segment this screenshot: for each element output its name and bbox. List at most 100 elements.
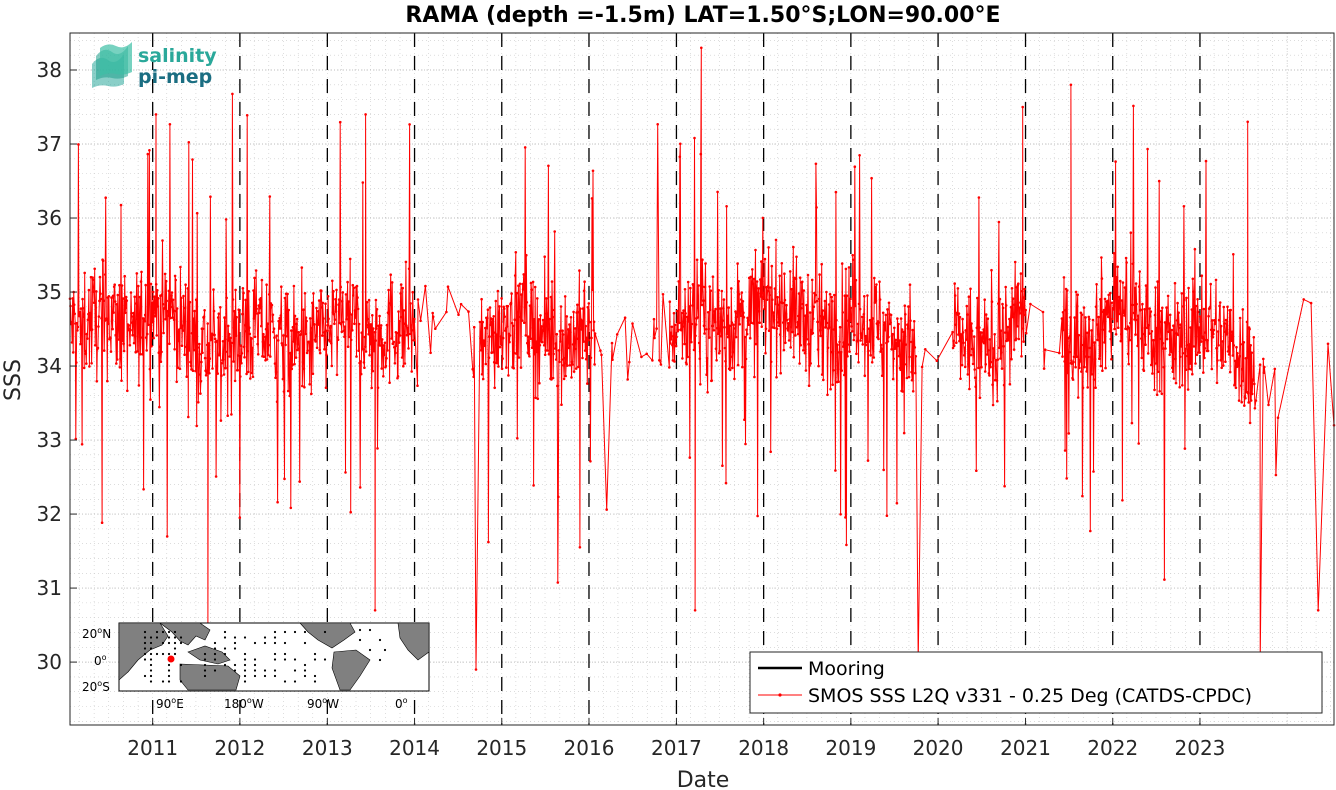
smos-sss-point xyxy=(133,335,137,338)
smos-sss-point xyxy=(1130,317,1133,320)
smos-sss-point xyxy=(1302,298,1305,301)
smos-sss-point xyxy=(123,311,127,315)
smos-sss-point xyxy=(178,367,182,371)
smos-sss-point xyxy=(1118,312,1122,316)
buoy-dot xyxy=(263,641,267,645)
smos-sss-point xyxy=(783,298,787,302)
smos-sss-point xyxy=(1223,322,1226,325)
smos-sss-point xyxy=(1188,343,1191,346)
smos-sss-point xyxy=(1206,349,1210,353)
smos-sss-point xyxy=(394,351,397,355)
y-tick-label: 33 xyxy=(37,428,62,452)
smos-sss-point xyxy=(817,297,821,301)
smos-sss-point xyxy=(1223,330,1227,334)
smos-sss-point xyxy=(537,318,541,321)
smos-sss-point xyxy=(238,311,241,314)
plot-frame xyxy=(69,32,1335,726)
smos-sss-point xyxy=(370,386,374,390)
smos-sss-point xyxy=(324,302,327,306)
smos-sss-point xyxy=(798,276,802,280)
buoy-dot xyxy=(173,641,177,645)
smos-sss-point xyxy=(250,337,253,340)
smos-sss-point xyxy=(1011,297,1015,301)
smos-sss-point xyxy=(520,293,523,296)
smos-sss-point xyxy=(815,299,819,303)
smos-sss-point xyxy=(773,287,777,290)
smos-sss-point xyxy=(109,336,112,340)
smos-sss-point xyxy=(543,353,547,357)
y-tick-label: 35 xyxy=(37,280,62,304)
smos-sss-point xyxy=(1177,326,1181,330)
smos-sss-point xyxy=(130,312,133,315)
smos-sss-point xyxy=(815,206,818,209)
smos-sss-point xyxy=(336,338,340,342)
smos-sss-point xyxy=(129,291,133,294)
smos-sss-point xyxy=(232,326,236,330)
smos-sss-point xyxy=(163,307,166,310)
smos-sss-point xyxy=(112,285,116,289)
smos-sss-point xyxy=(282,334,285,337)
smos-sss-point xyxy=(179,265,182,269)
buoy-dot xyxy=(203,652,207,656)
smos-sss-point xyxy=(951,330,954,334)
smos-sss-point xyxy=(242,345,246,349)
smos-sss-point xyxy=(529,337,532,341)
smos-sss-point xyxy=(328,340,332,343)
smos-sss-point xyxy=(1127,362,1130,366)
smos-sss-point xyxy=(1090,329,1093,332)
buoy-dot xyxy=(203,669,207,672)
smos-sss-point xyxy=(234,288,237,292)
smos-sss-point xyxy=(246,370,250,374)
smos-sss-point xyxy=(267,343,271,347)
x-axis-ticks: 2011 2012 2013 2014 2015 2016 2017 2018 2019 2020… xyxy=(127,718,1225,760)
smos-sss-point xyxy=(1191,372,1194,376)
smos-sss-point xyxy=(1239,384,1243,388)
smos-sss-point xyxy=(143,313,147,317)
smos-sss-point xyxy=(1274,473,1278,477)
smos-sss-point xyxy=(867,327,871,331)
smos-sss-point xyxy=(287,308,291,312)
smos-sss-point xyxy=(133,295,136,299)
smos-sss-point xyxy=(497,312,501,315)
smos-sss-point xyxy=(409,302,412,305)
smos-sss-point xyxy=(1231,330,1234,334)
smos-sss-point xyxy=(713,320,717,324)
smos-sss-point xyxy=(1020,306,1024,309)
smos-sss-point xyxy=(1166,319,1169,323)
smos-sss-point xyxy=(554,358,558,361)
smos-sss-point xyxy=(859,332,863,335)
smos-sss-point xyxy=(875,322,879,325)
smos-sss-point xyxy=(858,307,862,311)
smos-sss-point xyxy=(295,317,299,321)
smos-sss-point xyxy=(247,290,250,293)
smos-sss-point xyxy=(484,362,488,366)
smos-sss-point xyxy=(581,356,584,360)
smos-sss-point xyxy=(265,358,269,361)
smos-sss-point xyxy=(151,290,155,294)
smos-sss-point xyxy=(1146,352,1150,355)
smos-sss-point xyxy=(312,292,315,295)
smos-sss-point xyxy=(979,336,983,340)
chart-title: RAMA (depth =-1.5m) LAT=1.50°S;LON=90.00… xyxy=(405,3,1000,28)
smos-sss-point xyxy=(1002,345,1005,348)
smos-sss-point xyxy=(857,302,861,306)
buoy-dot xyxy=(378,638,382,642)
smos-sss-point xyxy=(909,340,913,344)
smos-sss-point xyxy=(767,246,770,249)
smos-sss-point xyxy=(990,268,993,272)
smos-sss-point xyxy=(1203,356,1206,360)
smos-sss-point xyxy=(81,297,84,301)
smos-sss-point xyxy=(337,298,341,301)
smos-sss-point xyxy=(1224,360,1227,364)
smos-sss-point xyxy=(309,331,313,335)
smos-sss-point xyxy=(571,363,574,366)
smos-sss-point xyxy=(102,299,105,303)
smos-sss-point xyxy=(725,332,729,336)
smos-sss-point xyxy=(1123,314,1126,317)
smos-sss-point xyxy=(323,348,326,351)
buoy-dot xyxy=(378,658,382,662)
legend-label-smos: SMOS SSS L2Q v331 - 0.25 Deg (CATDS-CPDC… xyxy=(808,685,1252,707)
smos-sss-point xyxy=(297,347,301,350)
smos-sss-point xyxy=(244,298,247,302)
smos-sss-point xyxy=(317,299,321,302)
